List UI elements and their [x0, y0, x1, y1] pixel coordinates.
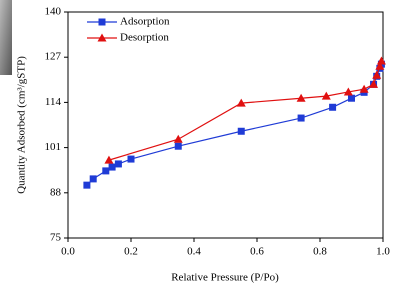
x-axis-label: Relative Pressure (P/Po): [171, 272, 279, 284]
x-tick-label: 0.0: [61, 246, 75, 258]
page: {"chart_data": {"type": "line", "xlabel"…: [0, 0, 403, 288]
legend-marker: [99, 19, 106, 26]
legend-label: Adsorption: [120, 16, 170, 28]
series-line: [87, 64, 382, 185]
marker: [360, 85, 369, 93]
marker: [377, 57, 386, 65]
y-tick-label: 114: [45, 96, 62, 108]
legend-label: Desorption: [120, 32, 169, 44]
x-tick-label: 1.0: [376, 246, 390, 258]
y-tick-label: 101: [45, 141, 62, 153]
plot-frame: [68, 12, 383, 238]
y-tick-label: 140: [45, 6, 62, 18]
x-tick-label: 0.2: [124, 246, 138, 258]
chart: Relative Pressure (P/Po) Quantity Adsorb…: [0, 0, 403, 288]
marker: [329, 104, 336, 111]
x-tick-label: 0.8: [313, 246, 327, 258]
x-tick-label: 0.4: [187, 246, 201, 258]
marker: [298, 115, 305, 122]
y-tick-label: 88: [50, 186, 62, 198]
marker: [238, 128, 245, 135]
series-line: [109, 61, 381, 160]
cropped-image: [0, 0, 12, 75]
marker: [348, 95, 355, 102]
x-tick-label: 0.6: [250, 246, 264, 258]
y-axis-label: Quantity Adsorbed (cm³/gSTP): [16, 56, 28, 194]
marker: [175, 143, 182, 150]
marker: [128, 156, 135, 163]
marker: [115, 160, 122, 167]
y-tick-label: 75: [50, 232, 62, 244]
marker: [102, 167, 109, 174]
marker: [109, 164, 116, 171]
marker: [174, 135, 183, 143]
y-tick-label: 127: [45, 51, 62, 63]
marker: [90, 175, 97, 182]
marker: [83, 182, 90, 189]
